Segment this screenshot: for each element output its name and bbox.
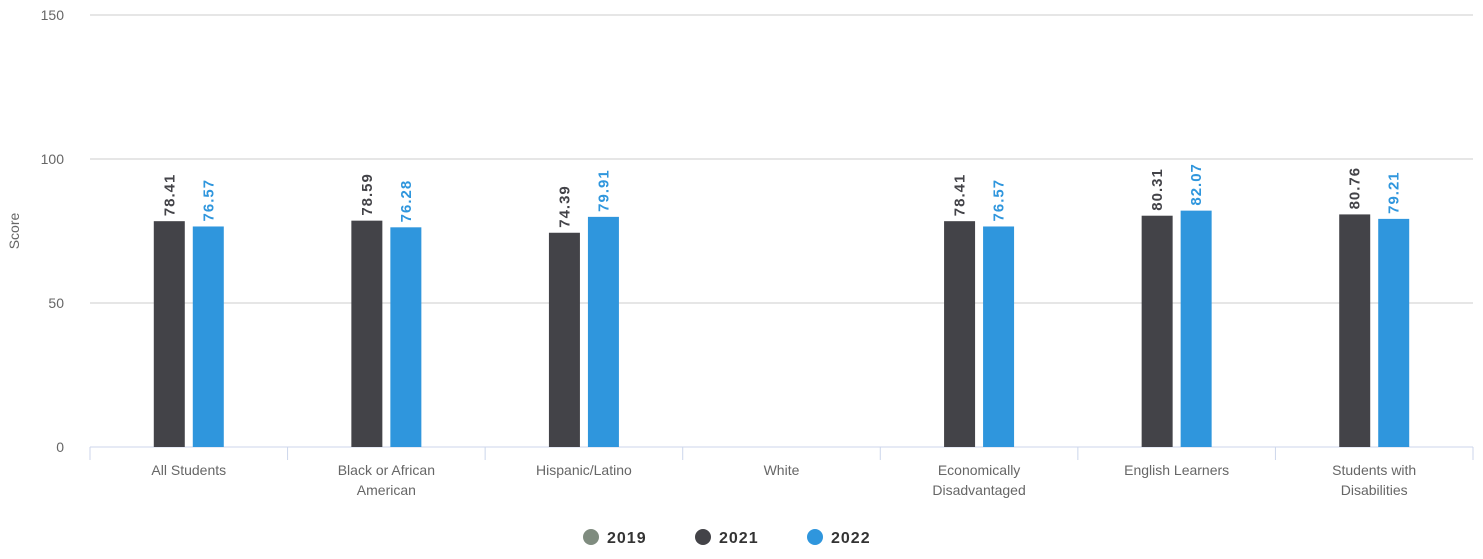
x-tick-label: Black or African — [338, 462, 435, 478]
legend-label-2019[interactable]: 2019 — [607, 530, 647, 547]
bar-2021[interactable] — [548, 232, 580, 447]
legend-marker-2021[interactable] — [695, 529, 711, 545]
x-tick-label: English Learners — [1124, 462, 1229, 478]
data-label-2021: 78.59 — [359, 173, 376, 216]
data-label-2022: 76.57 — [200, 179, 217, 222]
data-label-2021: 74.39 — [556, 185, 573, 228]
x-tick-label: White — [764, 462, 800, 478]
bar-2021[interactable] — [1141, 215, 1173, 447]
legend-label-2022[interactable]: 2022 — [831, 530, 871, 547]
x-tick-label: Hispanic/Latino — [536, 462, 632, 478]
data-label-2022: 79.21 — [1386, 171, 1403, 214]
data-label-2022: 82.07 — [1188, 163, 1205, 206]
data-label-2021: 80.31 — [1149, 168, 1166, 211]
bar-2021[interactable] — [351, 220, 383, 447]
x-tick-label: Students with — [1332, 462, 1416, 478]
data-label-2021: 78.41 — [952, 174, 969, 217]
y-tick-label: 100 — [41, 151, 65, 167]
bar-2022[interactable] — [1378, 218, 1410, 447]
x-tick-label: Economically — [938, 462, 1020, 478]
y-tick-label: 150 — [41, 7, 65, 23]
y-tick-label: 50 — [48, 295, 64, 311]
data-label-2021: 80.76 — [1347, 167, 1364, 210]
bar-2022[interactable] — [192, 226, 224, 447]
y-tick-label: 0 — [56, 439, 64, 455]
y-axis-title: Score — [6, 213, 22, 250]
legend-marker-2019[interactable] — [583, 529, 599, 545]
x-tick-label: American — [357, 482, 416, 498]
bar-2022[interactable] — [390, 227, 422, 447]
bar-2021[interactable] — [1339, 214, 1371, 447]
bar-2022[interactable] — [1180, 210, 1212, 447]
x-tick-label: Disadvantaged — [932, 482, 1025, 498]
bar-2021[interactable] — [153, 221, 185, 447]
data-label-2021: 78.41 — [161, 174, 178, 217]
x-tick-label: Disabilities — [1341, 482, 1408, 498]
x-tick-label: All Students — [151, 462, 226, 478]
legend-marker-2022[interactable] — [807, 529, 823, 545]
bar-2022[interactable] — [983, 226, 1015, 447]
legend-label-2021[interactable]: 2021 — [719, 530, 759, 547]
bar-2022[interactable] — [587, 216, 619, 447]
data-label-2022: 76.57 — [991, 179, 1008, 222]
data-label-2022: 76.28 — [398, 180, 415, 223]
data-label-2022: 79.91 — [595, 169, 612, 212]
bar-2021[interactable] — [944, 221, 976, 447]
